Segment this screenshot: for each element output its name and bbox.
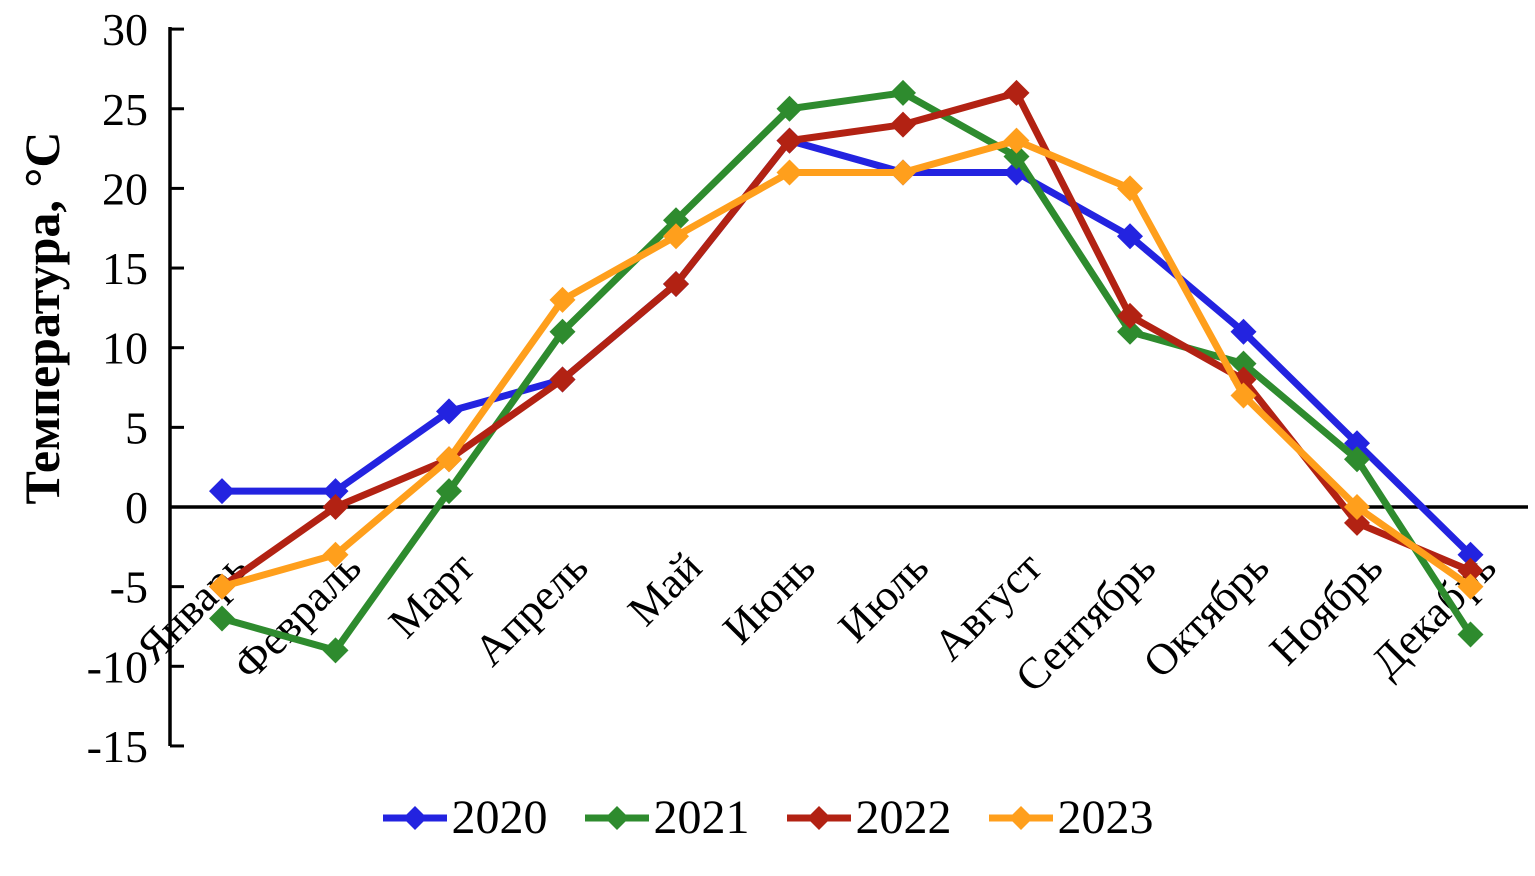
y-axis-title: Температура, °C: [14, 131, 70, 505]
y-tick-label: -10: [87, 641, 148, 692]
legend-marker-icon-2020: [382, 806, 447, 830]
data-point-marker-2021-Декабрь: [1457, 621, 1484, 648]
legend-label: 2022: [855, 791, 952, 844]
data-point-marker-2021-Сентябрь: [1117, 318, 1143, 345]
data-point-marker-2021-Март: [436, 478, 462, 505]
legend-item-2022: 2022: [786, 794, 952, 842]
legend-item-2020: 2020: [382, 794, 548, 842]
legend-item-2021: 2021: [584, 794, 750, 842]
data-point-marker-2023-Ноябрь: [1344, 494, 1370, 520]
y-tick-label: 0: [125, 482, 148, 533]
data-point-marker-2022-Декабрь: [1457, 557, 1484, 584]
data-point-marker-2023-Август: [1003, 127, 1030, 154]
data-point-marker-2021-Октябрь: [1230, 350, 1257, 377]
data-point-marker-2020-Март: [436, 398, 462, 425]
data-point-marker-2021-Ноябрь: [1344, 446, 1370, 473]
data-point-marker-2021-Июль: [890, 79, 916, 106]
y-tick-label: 20: [102, 163, 148, 214]
data-point-marker-2022-Февраль: [322, 494, 349, 520]
y-tick-label: -15: [87, 721, 148, 772]
data-point-marker-2023-Июль: [890, 159, 916, 186]
data-point-marker-2022-Июль: [890, 111, 916, 138]
x-axis-label-5: Май: [618, 542, 711, 635]
data-point-marker-2021-Июнь: [776, 95, 803, 122]
legend-marker-icon-2023: [988, 806, 1053, 830]
data-point-marker-2023-Апрель: [549, 286, 576, 313]
legend-marker-icon-2022: [786, 806, 851, 830]
x-axis-label-4: Апрель: [465, 542, 598, 675]
data-point-marker-2020-Сентябрь: [1117, 223, 1143, 250]
y-tick-label: -5: [110, 562, 148, 613]
data-point-marker-2021-Август: [1003, 143, 1030, 170]
y-tick-label: 30: [102, 4, 148, 55]
legend-diamond: [806, 806, 831, 830]
legend-diamond: [1008, 806, 1033, 830]
data-point-marker-2020-Декабрь: [1457, 541, 1484, 568]
data-point-marker-2022-Июнь: [776, 127, 803, 154]
legend-marker-icon-2021: [584, 806, 649, 830]
x-axis-label-6: Июнь: [713, 542, 824, 653]
data-point-marker-2023-Май: [663, 223, 689, 250]
data-point-marker-2020-Январь: [209, 478, 235, 505]
series-line-2020: [218, 137, 1474, 559]
x-axis-label-7: Июль: [829, 542, 938, 651]
data-point-marker-2022-Ноябрь: [1344, 509, 1370, 536]
y-tick-label: 15: [102, 243, 148, 294]
data-point-marker-2021-Апрель: [549, 318, 576, 345]
x-axis-label-3: Март: [379, 542, 484, 647]
series-line-2022: [218, 89, 1474, 591]
data-point-marker-2021-Январь: [209, 605, 235, 632]
legend-label: 2020: [451, 791, 548, 844]
data-point-marker-2023-Сентябрь: [1117, 175, 1143, 202]
legend-item-2023: 2023: [988, 794, 1154, 842]
data-point-marker-2021-Февраль: [322, 637, 349, 664]
data-point-marker-2022-Апрель: [549, 366, 576, 393]
legend-label: 2023: [1057, 791, 1154, 844]
data-point-marker-2022-Август: [1003, 79, 1030, 106]
legend-diamond: [402, 806, 427, 830]
data-point-marker-2022-Май: [663, 270, 689, 297]
y-tick-label: 25: [102, 84, 148, 135]
data-point-marker-2023-Февраль: [322, 541, 349, 568]
data-point-marker-2023-Декабрь: [1457, 573, 1484, 600]
data-point-marker-2021-Май: [663, 207, 689, 234]
y-tick-label: 10: [102, 323, 148, 374]
data-point-marker-2022-Сентябрь: [1117, 302, 1143, 329]
data-point-marker-2020-Февраль: [322, 478, 349, 505]
legend-diamond: [604, 806, 629, 830]
data-point-marker-2023-Октябрь: [1230, 382, 1257, 409]
x-axis-label-10: Октябрь: [1134, 542, 1279, 687]
series-line-2021: [218, 89, 1474, 654]
series-line-2023: [218, 137, 1474, 591]
legend-label: 2021: [653, 791, 750, 844]
legend: 2020 2021 2022 2023: [0, 794, 1535, 842]
data-point-marker-2020-Октябрь: [1230, 318, 1257, 345]
data-point-marker-2023-Март: [436, 446, 462, 473]
data-point-marker-2023-Январь: [209, 573, 235, 600]
data-point-marker-2023-Июнь: [776, 159, 803, 186]
y-tick-label: 5: [125, 402, 148, 453]
